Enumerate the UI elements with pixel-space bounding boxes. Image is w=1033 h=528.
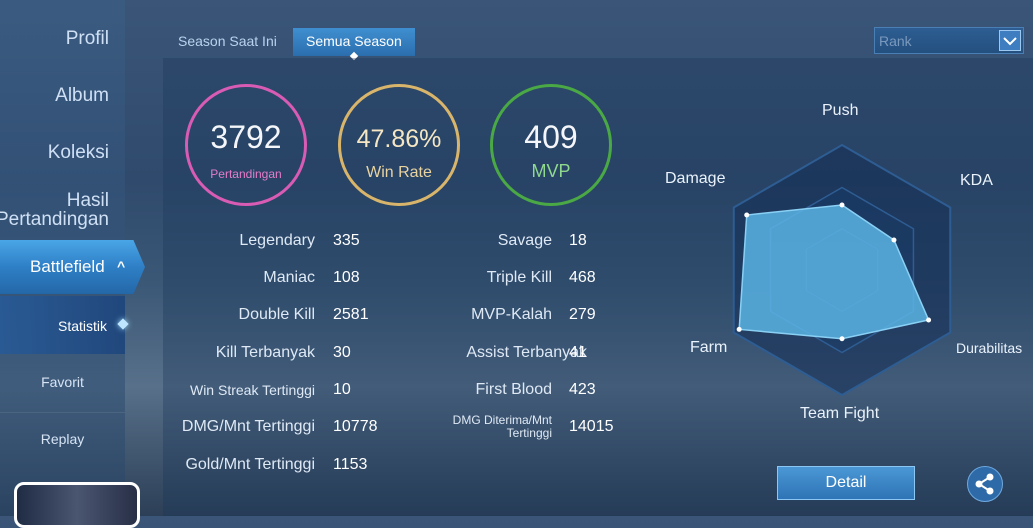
sidebar-subitem-replay[interactable]: Replay (0, 431, 125, 447)
stat-label: Triple Kill (486, 269, 552, 286)
stat-value: 41 (569, 344, 587, 361)
stat-value: 423 (569, 381, 596, 398)
stat-value: 2581 (333, 306, 369, 323)
stat-value: 18 (569, 232, 587, 249)
stat-label: DMG Diterima/Mnt (452, 413, 552, 427)
sidebar-item-album[interactable]: Album (55, 86, 109, 105)
radar-axis-label: Durabilitas (956, 340, 1023, 356)
tab-label: Season Saat Ini (178, 33, 277, 49)
stat-label: Gold/Mnt Tertinggi (185, 456, 315, 473)
chevron-up-icon: ^ (117, 258, 126, 274)
stat-value: 30 (333, 344, 351, 361)
tab-season-saat-ini[interactable]: Season Saat Ini (178, 28, 277, 56)
sidebar-item-hasil-pertandingan[interactable]: Hasil Pertandingan (0, 191, 109, 229)
stat-value: 1153 (333, 456, 368, 473)
tab-semua-season[interactable]: Semua Season (293, 28, 415, 61)
selected-indicator-icon (117, 318, 129, 330)
sidebar-item-label: Favorit (41, 374, 84, 390)
radar-point (744, 212, 750, 218)
chevron-down-icon (999, 30, 1021, 51)
matches-label: Pertandingan (210, 167, 282, 181)
stat-label: First Blood (475, 381, 552, 398)
radar-axis-label: Damage (665, 170, 726, 187)
sidebar-item-label: Statistik (58, 318, 108, 334)
radar-point (839, 202, 845, 208)
stat-label: MVP-Kalah (471, 306, 552, 323)
win-rate-label: Win Rate (366, 164, 432, 181)
stat-value: 14015 (569, 418, 614, 435)
mvp-stat-circle: 409 MVP (490, 84, 612, 206)
mode-select[interactable]: Rank (874, 27, 1024, 54)
stat-value: 10778 (333, 418, 378, 435)
stat-label: Legendary (239, 232, 315, 249)
sidebar-item-label: Pertandingan (0, 209, 109, 230)
mvp-value: 409 (524, 119, 578, 155)
matches-value: 3792 (210, 119, 282, 155)
radar-axis-label: Team Fight (800, 405, 880, 422)
stat-value: 468 (569, 269, 596, 286)
sidebar-subitem-statistik[interactable]: Statistik (0, 296, 129, 354)
win-rate-value: 47.86% (356, 125, 442, 153)
stat-label: Maniac (263, 269, 315, 286)
tab-label: Semua Season (306, 33, 402, 49)
win-rate-stat-circle: 47.86% Win Rate (338, 84, 460, 206)
sidebar-subitem-favorit[interactable]: Favorit (0, 374, 125, 413)
stat-label: Tertinggi (506, 426, 552, 440)
sidebar-item-label: Hasil (66, 190, 109, 211)
stat-label: Savage (497, 232, 552, 249)
radar-point (926, 317, 932, 323)
sidebar-item-label: Album (55, 85, 109, 106)
thumbnail-image[interactable] (14, 482, 140, 528)
sidebar-item-label: Battlefield (30, 257, 105, 276)
sidebar-item-label: Profil (65, 28, 109, 49)
stat-value: 335 (333, 232, 360, 249)
mode-select-value: Rank (879, 33, 912, 49)
sidebar-item-battlefield[interactable]: Battlefield ^ (0, 240, 145, 294)
radar-point (736, 326, 742, 332)
sidebar-item-koleksi[interactable]: Koleksi (48, 143, 109, 162)
stat-label: DMG/Mnt Tertinggi (181, 418, 315, 435)
matches-stat-circle: 3792 Pertandingan (185, 84, 307, 206)
stat-label: Win Streak Tertinggi (189, 382, 315, 398)
radar-point (839, 336, 845, 342)
stat-label: Assist Terbanyak (466, 344, 587, 361)
stat-value: 108 (333, 269, 360, 286)
share-icon[interactable] (967, 466, 1003, 502)
share-icon (975, 473, 994, 495)
sidebar-item-label: Koleksi (47, 142, 109, 163)
radar-chart (732, 143, 952, 397)
radar-axis-label: Farm (690, 339, 728, 356)
radar-axis-label: KDA (960, 172, 993, 189)
stat-label: Double Kill (238, 306, 315, 323)
radar-axis-label: Push (822, 102, 859, 119)
radar-point (891, 237, 897, 243)
sidebar-item-label: Replay (40, 431, 85, 447)
stat-label: Kill Terbanyak (215, 344, 315, 361)
sidebar-item-profil[interactable]: Profil (66, 29, 109, 48)
stat-value: 279 (569, 306, 596, 323)
stat-label-multiline: DMG Diterima/Mnt Tertinggi (453, 414, 552, 440)
detail-button[interactable]: Detail (777, 466, 915, 500)
mvp-label: MVP (531, 161, 571, 181)
stat-value: 10 (333, 381, 351, 398)
